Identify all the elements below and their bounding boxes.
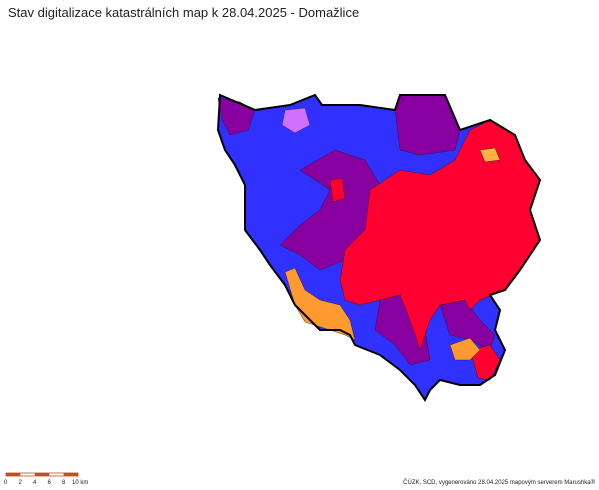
scale-label: 2 xyxy=(19,480,23,486)
scale-segment xyxy=(34,473,50,476)
region-orange-ne xyxy=(479,147,501,163)
map-title: Stav digitalizace katastrálních map k 28… xyxy=(8,5,359,20)
scale-segment xyxy=(63,473,78,476)
scale-label: 6 xyxy=(48,480,52,486)
credit: ČÚZK, SCD, vygenerováno 28.04.2025 mapov… xyxy=(403,479,595,486)
scale-label: 0 xyxy=(4,480,8,486)
region-purple-left xyxy=(217,97,256,136)
scale-label: 10 km xyxy=(72,480,88,486)
region-red-small xyxy=(329,177,346,203)
region-orange-sw xyxy=(284,267,356,341)
scale-label: 8 xyxy=(62,480,66,486)
scale-segment xyxy=(6,473,21,476)
region-red-bottom xyxy=(469,344,501,381)
scale-label: 4 xyxy=(33,480,37,486)
region-purple-top xyxy=(394,94,461,156)
district-map xyxy=(216,93,542,402)
region-red xyxy=(339,119,541,351)
scale-bar: 0 2 4 6 8 10 km xyxy=(4,472,88,486)
region-orange-se xyxy=(449,337,481,361)
district-border xyxy=(216,93,542,402)
region-pink xyxy=(281,107,311,134)
